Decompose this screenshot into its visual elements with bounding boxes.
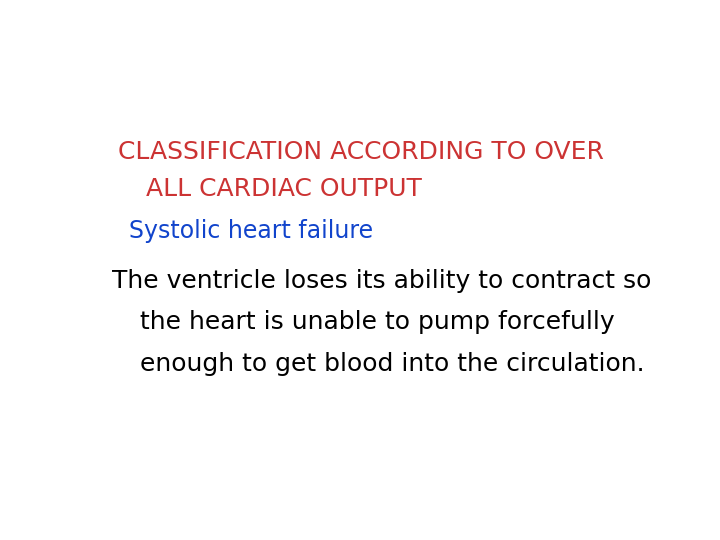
Text: the heart is unable to pump forcefully: the heart is unable to pump forcefully bbox=[140, 310, 615, 334]
Text: CLASSIFICATION ACCORDING TO OVER: CLASSIFICATION ACCORDING TO OVER bbox=[118, 140, 604, 164]
Text: ALL CARDIAC OUTPUT: ALL CARDIAC OUTPUT bbox=[145, 177, 422, 201]
Text: The ventricle loses its ability to contract so: The ventricle loses its ability to contr… bbox=[112, 268, 652, 293]
Text: Systolic heart failure: Systolic heart failure bbox=[129, 219, 373, 242]
Text: enough to get blood into the circulation.: enough to get blood into the circulation… bbox=[140, 352, 645, 376]
